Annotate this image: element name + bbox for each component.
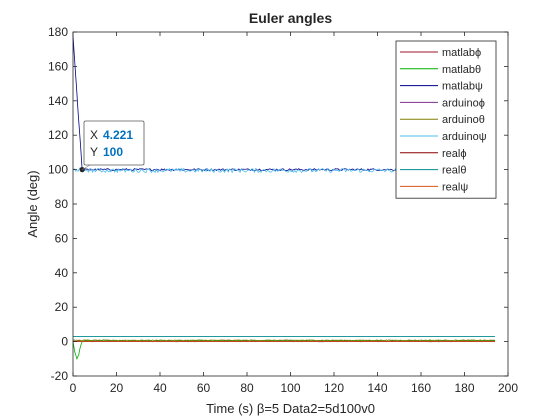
x-tick-label: 140 bbox=[367, 381, 387, 395]
x-tick-label: 20 bbox=[110, 381, 124, 395]
legend-entry: arduinoψ bbox=[442, 131, 487, 143]
legend-entry: matlabθ bbox=[442, 64, 481, 76]
y-tick-label: 140 bbox=[48, 94, 68, 108]
y-tick-label: 20 bbox=[55, 300, 69, 314]
y-tick-label: 60 bbox=[55, 231, 69, 245]
legend-entry: realϕ bbox=[442, 148, 467, 160]
legend-entry: realψ bbox=[442, 181, 468, 193]
x-tick-label: 80 bbox=[240, 381, 254, 395]
legend-entry: arduinoϕ bbox=[442, 97, 485, 109]
y-tick-label: 40 bbox=[55, 266, 69, 280]
legend[interactable]: matlabϕ matlabθ matlabψ arduinoϕ arduinoθ ard… bbox=[396, 41, 496, 198]
x-axis-title: Time (s) β=5 Data2=5d100v0 bbox=[206, 401, 375, 416]
y-tick-label: 180 bbox=[48, 25, 68, 39]
y-tick-label: 160 bbox=[48, 59, 68, 73]
x-tick-label: 40 bbox=[153, 381, 167, 395]
datatip-x-label: X bbox=[90, 128, 98, 142]
x-tick-label: 200 bbox=[498, 381, 518, 395]
y-tick-label: 80 bbox=[55, 197, 69, 211]
y-axis-title: Angle (deg) bbox=[25, 170, 40, 237]
y-tick-label: -20 bbox=[51, 369, 69, 383]
x-tick-label: 120 bbox=[324, 381, 344, 395]
y-tick-label: 120 bbox=[48, 128, 68, 142]
x-tick-label: 0 bbox=[70, 381, 77, 395]
y-tick-label: 0 bbox=[61, 335, 68, 349]
y-tick-label: 100 bbox=[48, 163, 68, 177]
legend-entry: matlabψ bbox=[442, 81, 483, 93]
x-tick-label: 100 bbox=[280, 381, 300, 395]
legend-entry: realθ bbox=[442, 165, 466, 177]
datatip-x-value: 4.221 bbox=[103, 128, 133, 142]
legend-entry: arduinoθ bbox=[442, 114, 485, 126]
chart-title: Euler angles bbox=[249, 10, 332, 26]
x-tick-label: 180 bbox=[454, 381, 474, 395]
legend-entry: matlabϕ bbox=[442, 47, 481, 59]
datatip-y-label: Y bbox=[90, 145, 98, 159]
datatip[interactable]: X 4.221 Y 100 bbox=[80, 121, 144, 172]
datatip-y-value: 100 bbox=[103, 145, 123, 159]
x-tick-label: 60 bbox=[197, 381, 211, 395]
x-tick-label: 160 bbox=[411, 381, 431, 395]
